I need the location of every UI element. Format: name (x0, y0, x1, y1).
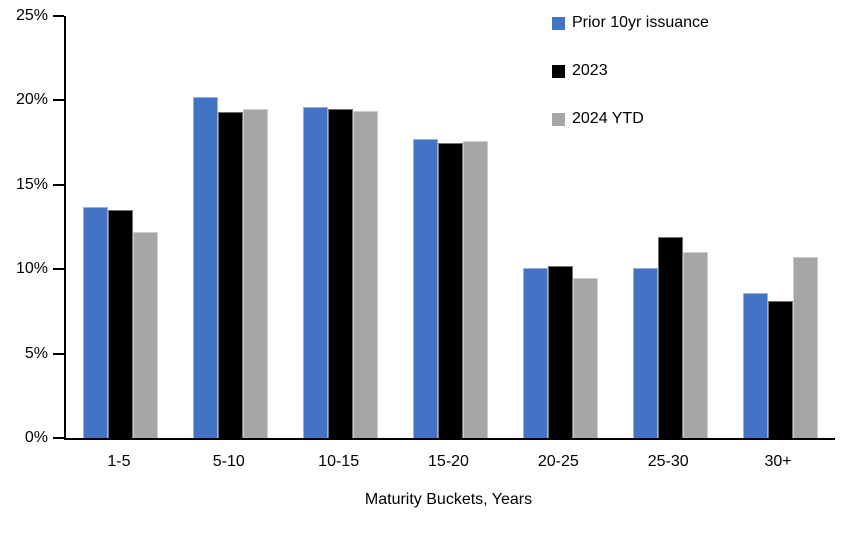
bar-2023-20-25 (547, 265, 573, 438)
x-tick-label: 20-25 (537, 453, 579, 470)
bar-prior-10yr-issuance-20-25 (522, 267, 548, 438)
y-tick-mark (53, 15, 64, 17)
bar-2024-ytd-20-25 (572, 277, 598, 438)
legend: Prior 10yr issuance 2023 2024 YTD (552, 13, 709, 157)
legend-swatch-2023-icon (552, 64, 565, 78)
legend-swatch-prior-10yr-icon (552, 16, 565, 30)
y-tick-mark (53, 352, 64, 355)
y-tick-mark (53, 183, 64, 186)
bar-2023-15-20 (438, 142, 463, 438)
legend-item-2024-ytd: 2024 YTD (552, 109, 709, 129)
legend-item-prior-10yr: Prior 10yr issuance (552, 13, 709, 33)
y-tick-mark (53, 437, 64, 439)
bar-prior-10yr-issuance-15-20 (413, 139, 438, 438)
plot-area (64, 16, 835, 440)
bar-prior-10yr-issuance-5-10 (193, 97, 219, 438)
y-tick-label: 25% (15, 7, 48, 24)
x-tick-label: 15-20 (428, 453, 469, 470)
bar-prior-10yr-issuance-1-5 (83, 206, 109, 438)
bar-2024-ytd-10-15 (353, 110, 379, 438)
bar-prior-10yr-issuance-10-15 (303, 107, 329, 438)
bar-2023-30- (767, 301, 793, 438)
legend-swatch-2024-ytd-icon (552, 112, 565, 126)
legend-label-2023: 2023 (572, 62, 608, 79)
x-tick-label: 1-5 (107, 453, 131, 470)
bar-2023-10-15 (328, 108, 354, 438)
y-tick-label: 15% (15, 175, 48, 193)
x-tick-label: 5-10 (212, 453, 245, 470)
x-tick-label: 10-15 (318, 453, 360, 470)
y-tick-label: 5% (24, 344, 48, 362)
bar-prior-10yr-issuance-25-30 (632, 267, 658, 438)
x-tick-label: 30+ (764, 453, 792, 470)
bar-2024-ytd-25-30 (682, 252, 708, 438)
legend-label-prior-10yr: Prior 10yr issuance (572, 14, 709, 31)
y-tick-label: 10% (15, 260, 48, 278)
y-tick-mark (53, 99, 64, 102)
legend-item-2023: 2023 (552, 61, 709, 81)
legend-label-2024-ytd: 2024 YTD (572, 110, 644, 127)
bar-2024-ytd-30- (792, 257, 818, 438)
bar-2024-ytd-1-5 (133, 232, 159, 438)
y-tick-label: 0% (24, 429, 48, 446)
bar-2023-25-30 (657, 237, 683, 438)
x-tick-label: 25-30 (647, 453, 689, 470)
bar-prior-10yr-issuance-30- (742, 292, 768, 438)
bar-2024-ytd-5-10 (243, 108, 269, 438)
bar-2024-ytd-15-20 (463, 140, 488, 438)
y-tick-mark (53, 268, 64, 271)
bar-2023-1-5 (108, 210, 134, 438)
bar-2023-5-10 (218, 112, 244, 438)
y-tick-label: 20% (15, 91, 48, 109)
x-axis-title: Maturity Buckets, Years (364, 491, 533, 508)
